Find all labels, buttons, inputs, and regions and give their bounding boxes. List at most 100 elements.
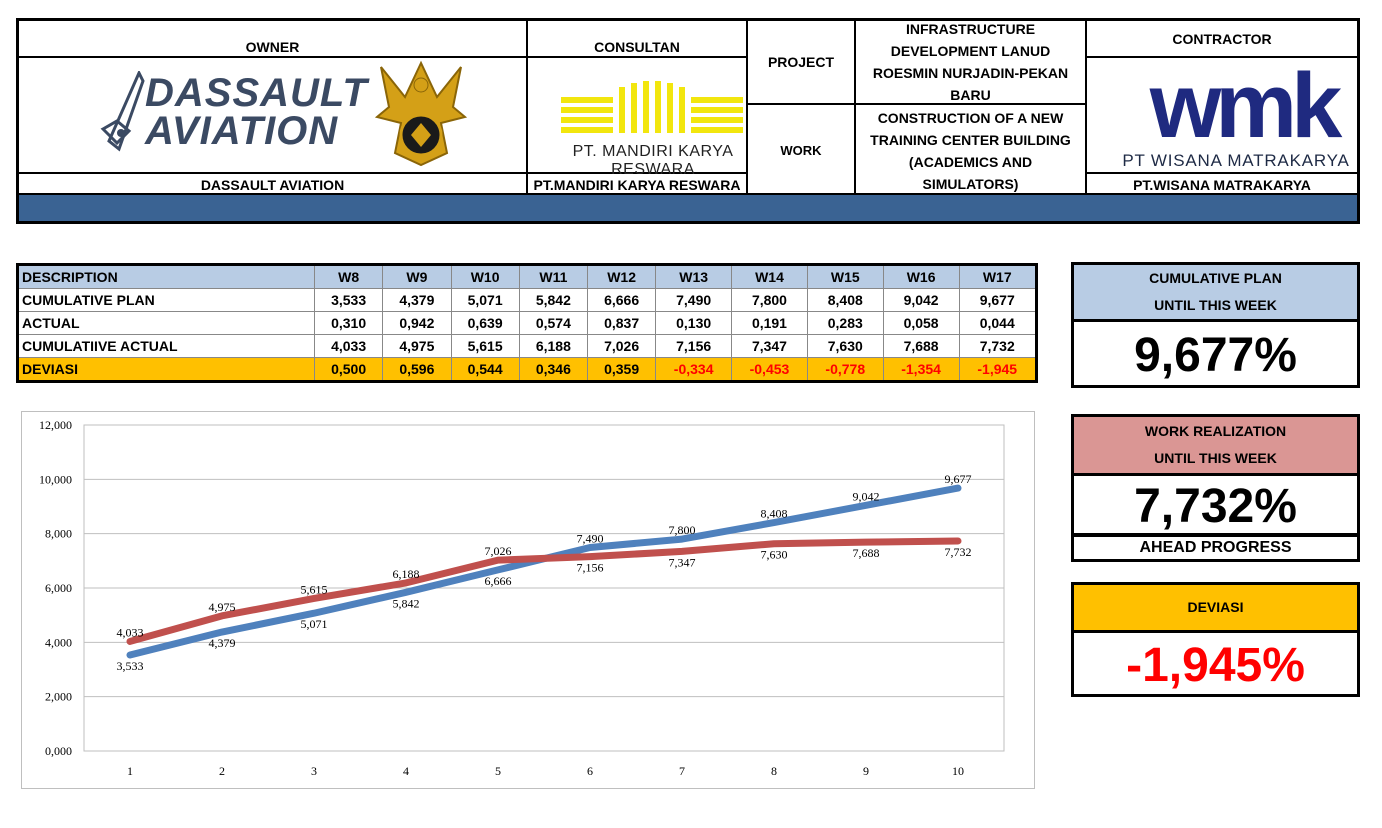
divider [1085,172,1357,174]
x-tick-label: 10 [952,764,964,778]
owner-name: DASSAULT AVIATION [200,177,345,193]
progress-chart: 0,000 2,000 4,000 6,000 8,000 10,000 12,000 1 2 3… [21,411,1035,789]
progress-table: DESCRIPTION W8 W9 W10 W11 W12 W13 W14 W15 W16 W17 C… [16,263,1038,383]
divider [19,56,526,58]
data-label: 6,188 [393,567,420,581]
consultant-name: PT.MANDIRI KARYA RESWARA [533,177,741,193]
cumulative-plan-box: CUMULATIVE PLAN UNTIL THIS WEEK 9,677% [1071,262,1360,388]
table-cell: 7,490 [655,288,733,312]
wisana-logo-text: PT WISANA MATRAKARYA [1122,151,1350,170]
mandiri-logo-text: PT. MANDIRI KARYA RESWARA [572,143,734,178]
work-realization-subtitle: UNTIL THIS WEEK [1154,450,1277,466]
cumulative-plan-value: 9,677% [1134,328,1297,382]
data-label: 3,533 [117,659,144,673]
dassault-emblem-icon [100,71,145,152]
table-cell: 6,188 [518,334,589,358]
contractor-name: PT.WISANA MATRAKARYA [1133,177,1311,193]
chart-svg: 0,000 2,000 4,000 6,000 8,000 10,000 12,000 1 2 3… [39,418,1005,778]
divider [526,21,528,196]
table-cell: 5,071 [450,288,520,312]
x-tick-label: 5 [495,764,501,778]
dassault-logo: DASSAULT AVIATION [99,61,367,171]
x-tick-label: 3 [311,764,317,778]
table-cell: 0,310 [313,311,384,335]
x-tick-label: 6 [587,764,593,778]
table-row: DEVIASI 0,500 0,596 0,544 0,346 0,359 -0,334 -0… [17,357,1037,382]
data-label: 7,490 [577,532,604,546]
row-label: DEVIASI [17,357,315,382]
y-tick-label: 10,000 [39,472,72,486]
column-header-week: W8 [313,264,384,289]
y-tick-label: 0,000 [45,744,72,758]
owner-label: OWNER [245,38,300,55]
x-tick-label: 7 [679,764,685,778]
data-label: 7,347 [669,555,696,569]
table-cell: 7,800 [731,288,808,312]
table-cell: 5,842 [518,288,589,312]
deviasi-header: DEVIASI [1074,585,1357,633]
data-label: 8,408 [761,507,788,521]
series-line-2 [126,537,962,645]
column-header-week: W11 [518,264,589,289]
divider [1085,21,1087,196]
x-tick-label: 8 [771,764,777,778]
cumulative-plan-header: CUMULATIVE PLAN UNTIL THIS WEEK [1074,265,1357,322]
table-cell: -1,354 [882,357,960,382]
table-cell: -1,945 [958,357,1037,382]
work-value: CONSTRUCTION OF A NEW TRAINING CENTER BU… [870,109,1071,192]
table-cell: 0,837 [586,311,657,335]
aviation-logo-text: AVIATION [145,109,339,153]
project-header: OWNER DASSAULT AVIATION CONSULTAN PT.MAN… [16,18,1360,224]
table-cell: 7,347 [731,334,808,358]
table-cell: 6,666 [586,288,657,312]
x-tick-label: 2 [219,764,225,778]
data-label: 5,071 [301,617,328,631]
row-label: CUMULATIVE PLAN [17,288,315,312]
column-header-week: W15 [806,264,884,289]
data-label: 7,800 [669,523,696,537]
table-cell: 0,596 [382,357,452,382]
table-cell: 3,533 [313,288,384,312]
table-cell: 0,191 [731,311,808,335]
divider [746,103,1085,105]
table-cell: 0,058 [882,311,960,335]
table-cell: 7,156 [655,334,733,358]
data-label: 4,033 [117,625,144,639]
data-label: 5,615 [301,582,328,596]
deviasi-value: -1,945% [1126,638,1305,692]
table-cell: 0,283 [806,311,884,335]
work-realization-box: WORK REALIZATION UNTIL THIS WEEK 7,732% [1071,414,1360,536]
progress-status: AHEAD PROGRESS [1071,534,1360,562]
column-header-week: W17 [958,264,1037,289]
divider [746,21,748,196]
table-cell: 9,042 [882,288,960,312]
header-color-strip [19,193,1357,221]
project-value: INFRASTRUCTURE DEVELOPMENT LANUD ROESMIN… [872,21,1069,103]
data-label: 9,042 [853,489,880,503]
cumulative-plan-title: CUMULATIVE PLAN [1149,270,1282,286]
row-label: CUMULATIIVE ACTUAL [17,334,315,358]
column-header-week: W12 [586,264,657,289]
table-cell: 8,408 [806,288,884,312]
project-label: PROJECT [767,54,835,70]
table-cell: 0,942 [382,311,452,335]
table-cell: 5,615 [450,334,520,358]
data-label: 7,688 [853,546,880,560]
data-label: 7,026 [485,544,512,558]
divider [526,56,746,58]
column-header-week: W10 [450,264,520,289]
work-realization-header: WORK REALIZATION UNTIL THIS WEEK [1074,417,1357,476]
table-cell: -0,334 [655,357,733,382]
column-header-week: W13 [655,264,733,289]
y-tick-label: 8,000 [45,527,72,541]
data-label: 7,732 [945,545,972,559]
table-cell: 0,544 [450,357,520,382]
data-label: 5,842 [393,596,420,610]
table-cell: 4,975 [382,334,452,358]
contractor-label: CONTRACTOR [1172,30,1272,47]
data-label: 9,677 [945,472,972,486]
divider [854,21,856,196]
table-cell: 7,688 [882,334,960,358]
data-label: 7,156 [577,561,604,575]
divider [526,172,746,174]
